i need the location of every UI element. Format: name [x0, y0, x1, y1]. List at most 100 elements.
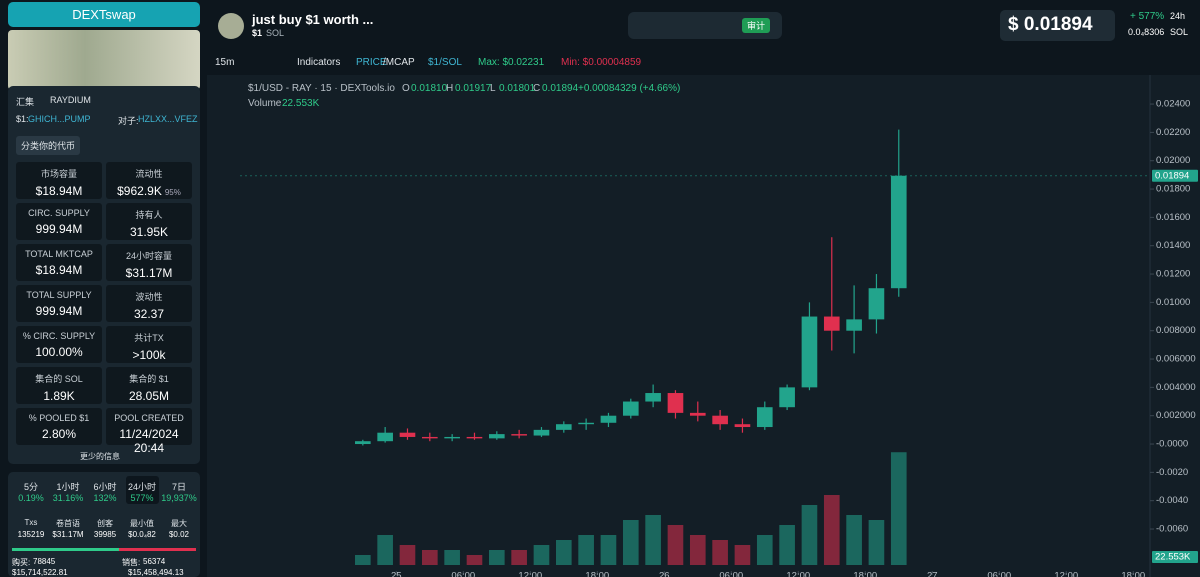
stat-value: $18.94M — [35, 263, 83, 277]
legend-c: C — [533, 83, 541, 94]
max-price: Max: $0.02231 — [478, 57, 545, 68]
x-tick-label: 18:00 — [1121, 571, 1145, 577]
mcap-toggle[interactable]: /MCAP — [383, 57, 415, 68]
stat-label: 波动性 — [135, 292, 163, 302]
volume-bar — [689, 535, 706, 565]
candle-body — [444, 436, 460, 439]
stat-value: 28.05M — [128, 389, 170, 403]
buy-label: 购买: — [12, 558, 31, 567]
y-tick-label: 0.004000 — [1156, 382, 1196, 393]
last-price-label: 0.01894 — [1155, 170, 1189, 181]
tx-value: 135219 — [17, 530, 45, 539]
legend-open: 0.01810 — [411, 83, 448, 94]
tx-label: 最小值 — [130, 519, 154, 528]
period-change: 0.19% — [18, 493, 44, 503]
volume-bar — [868, 520, 885, 565]
stat-value: 32.37 — [133, 307, 165, 321]
less-info[interactable]: 更少的信息 — [80, 452, 120, 461]
stat-value: 31.95K — [129, 225, 169, 239]
candle-body — [511, 434, 527, 436]
period-label[interactable]: 24小时 — [127, 482, 156, 492]
sell-amount: $15,458,494.13 — [128, 568, 184, 577]
stat-extra: 95% — [164, 188, 181, 197]
volume-bar — [779, 525, 795, 565]
x-tick-label: 25 — [391, 571, 402, 577]
classify-button[interactable]: 分类你的代币 — [16, 136, 81, 155]
tx-label: 卷首语 — [56, 519, 80, 528]
min-price: Min: $0.00004859 — [561, 57, 642, 68]
indicators[interactable]: Indicators — [297, 57, 341, 68]
stat-value: $31.17M — [125, 266, 173, 280]
y-tick-label: 0.01200 — [1156, 269, 1190, 280]
y-tick-label: -0.0060 — [1156, 524, 1188, 535]
stat-label: 集合的 SOL — [35, 374, 83, 384]
x-tick-label: 18:00 — [585, 571, 609, 577]
sol-unit: SOL — [1170, 27, 1189, 37]
candle-body — [779, 387, 795, 408]
token-address: GHICH...PUMP — [28, 114, 91, 124]
stat-cell: % CIRC. SUPPLY 100.00% — [16, 326, 102, 363]
tx-value: 39985 — [93, 530, 117, 539]
period-label[interactable]: 5分 — [23, 482, 38, 492]
stat-cell: 集合的 $1 28.05M — [106, 367, 192, 404]
x-tick-label: 12:00 — [1054, 571, 1078, 577]
stat-label: 共计TX — [134, 333, 164, 343]
stat-label: % POOLED $1 — [28, 413, 90, 423]
stat-cell: 持有人 31.95K — [106, 203, 192, 240]
period-label[interactable]: 1小时 — [56, 482, 80, 492]
price: $ 0.01894 — [1008, 14, 1093, 35]
stat-cell: % POOLED $1 2.80% — [16, 408, 102, 445]
volume-bar — [444, 550, 460, 565]
period-label[interactable]: 7日 — [171, 482, 186, 492]
candle-body — [600, 415, 617, 423]
active-period — [126, 476, 159, 504]
token-logo — [218, 13, 244, 39]
volume-bar — [622, 520, 639, 565]
legend-close: 0.01894 — [542, 83, 579, 94]
y-tick-label: 0.02200 — [1156, 127, 1190, 138]
candle-body — [868, 288, 885, 320]
period-label[interactable]: 6小时 — [93, 482, 117, 492]
tx-value: $0.02 — [168, 530, 190, 539]
dex: RAYDIUM — [50, 95, 91, 105]
legend-o: O — [402, 83, 410, 94]
volume-bar — [801, 505, 818, 565]
stat-label: 市场容量 — [40, 169, 77, 179]
tx-label: 最大 — [171, 519, 187, 528]
stat-label: CIRC. SUPPLY — [28, 208, 90, 218]
x-tick-label: 26 — [659, 571, 670, 577]
y-tick-label: 0.008000 — [1156, 325, 1196, 336]
stat-cell: TOTAL MKTCAP $18.94M — [16, 244, 102, 281]
token-quote: SOL — [266, 28, 285, 38]
stat-label: POOL CREATED — [114, 413, 184, 423]
candle-body — [734, 424, 751, 428]
x-tick-label: 27 — [927, 571, 938, 577]
volume-bar — [578, 535, 594, 565]
stat-label: TOTAL SUPPLY — [26, 290, 92, 300]
candle-body — [399, 432, 416, 437]
volume-bar — [600, 535, 617, 565]
interval[interactable]: 15m — [215, 57, 235, 68]
buy-bar — [12, 548, 120, 551]
stat-cell: POOL CREATED 11/24/2024 20:44 — [106, 408, 192, 455]
period-change: 132% — [93, 493, 117, 503]
audit-badge[interactable]: 审计 — [742, 18, 771, 33]
volume-value: 22.553K — [282, 98, 320, 109]
volume-bar — [667, 525, 684, 565]
pair-toggle[interactable]: $1/SOL — [428, 57, 462, 68]
x-tick-label: 06:00 — [719, 571, 743, 577]
candle-body — [712, 415, 728, 425]
volume-bar — [355, 555, 371, 565]
swap-label: DEXTswap — [72, 7, 136, 22]
volume-label: Volume — [248, 98, 282, 109]
candle-body — [355, 441, 371, 445]
candle-body — [377, 432, 393, 442]
y-tick-label: -0.0040 — [1156, 495, 1188, 506]
swap-button[interactable]: DEXTswap — [8, 2, 200, 27]
candle-body — [645, 393, 661, 402]
price-toggle[interactable]: PRICE — [356, 57, 387, 68]
volume-bar — [823, 495, 840, 565]
legend-pair: $1/USD - RAY · 15 · DEXTools.io — [248, 83, 395, 94]
volume-bar — [422, 550, 438, 565]
